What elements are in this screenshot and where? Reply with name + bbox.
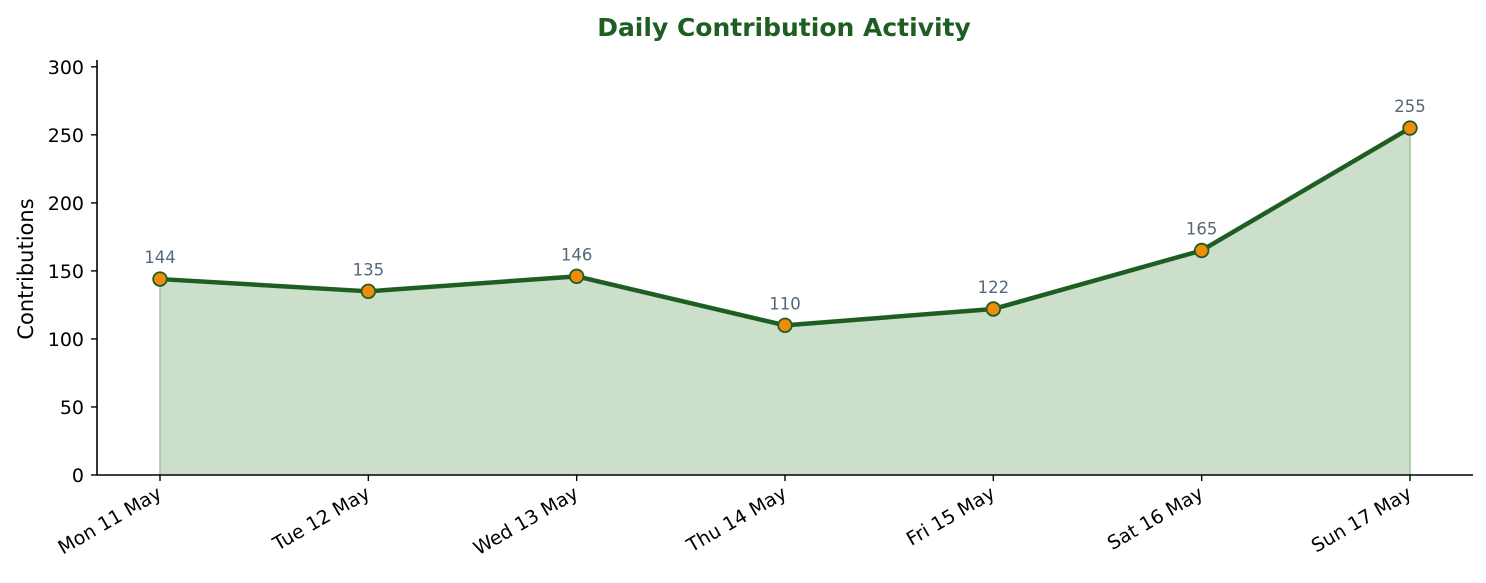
data-labels: 144 135 146 110 122 165 255 <box>144 97 1426 313</box>
data-point <box>360 283 377 300</box>
data-label: 165 <box>1186 219 1218 238</box>
data-point <box>568 268 585 285</box>
x-tick-label: Sat 16 May <box>1104 482 1207 554</box>
y-tick-label: 0 <box>72 465 84 487</box>
marker-layer <box>152 120 1418 334</box>
x-tick-label: Mon 11 May <box>54 482 165 559</box>
y-axis-label: Contributions <box>14 198 38 339</box>
x-tick-label: Wed 13 May <box>470 482 582 560</box>
data-point <box>1193 242 1210 259</box>
data-point <box>985 301 1002 317</box>
x-tick-label: Fri 15 May <box>903 482 999 550</box>
y-tick-label: 250 <box>48 125 84 147</box>
x-tick-label: Tue 12 May <box>268 482 373 556</box>
data-label: 144 <box>144 248 176 267</box>
y-tick-label: 200 <box>48 193 84 215</box>
area-fill <box>160 128 1410 476</box>
data-point <box>1402 120 1418 136</box>
data-point <box>152 271 168 287</box>
x-tick-label: Sun 17 May <box>1308 482 1416 557</box>
y-tick-label: 50 <box>60 397 84 419</box>
y-tick-label: 300 <box>48 57 84 79</box>
data-label: 255 <box>1394 97 1426 116</box>
chart-title: Daily Contribution Activity <box>597 13 971 42</box>
x-ticks: Mon 11 May Tue 12 May Wed 13 May Thu 14 May… <box>54 475 1416 560</box>
data-label: 122 <box>978 278 1010 297</box>
data-label: 146 <box>561 245 593 264</box>
y-ticks: 0 50 100 150 200 250 300 <box>48 57 97 487</box>
data-point <box>777 317 793 334</box>
data-label: 135 <box>353 260 385 279</box>
data-label: 110 <box>769 294 801 313</box>
y-tick-label: 150 <box>48 261 84 283</box>
x-tick-label: Thu 14 May <box>682 482 790 557</box>
y-tick-label: 100 <box>48 329 84 351</box>
area-layer <box>159 128 1411 476</box>
